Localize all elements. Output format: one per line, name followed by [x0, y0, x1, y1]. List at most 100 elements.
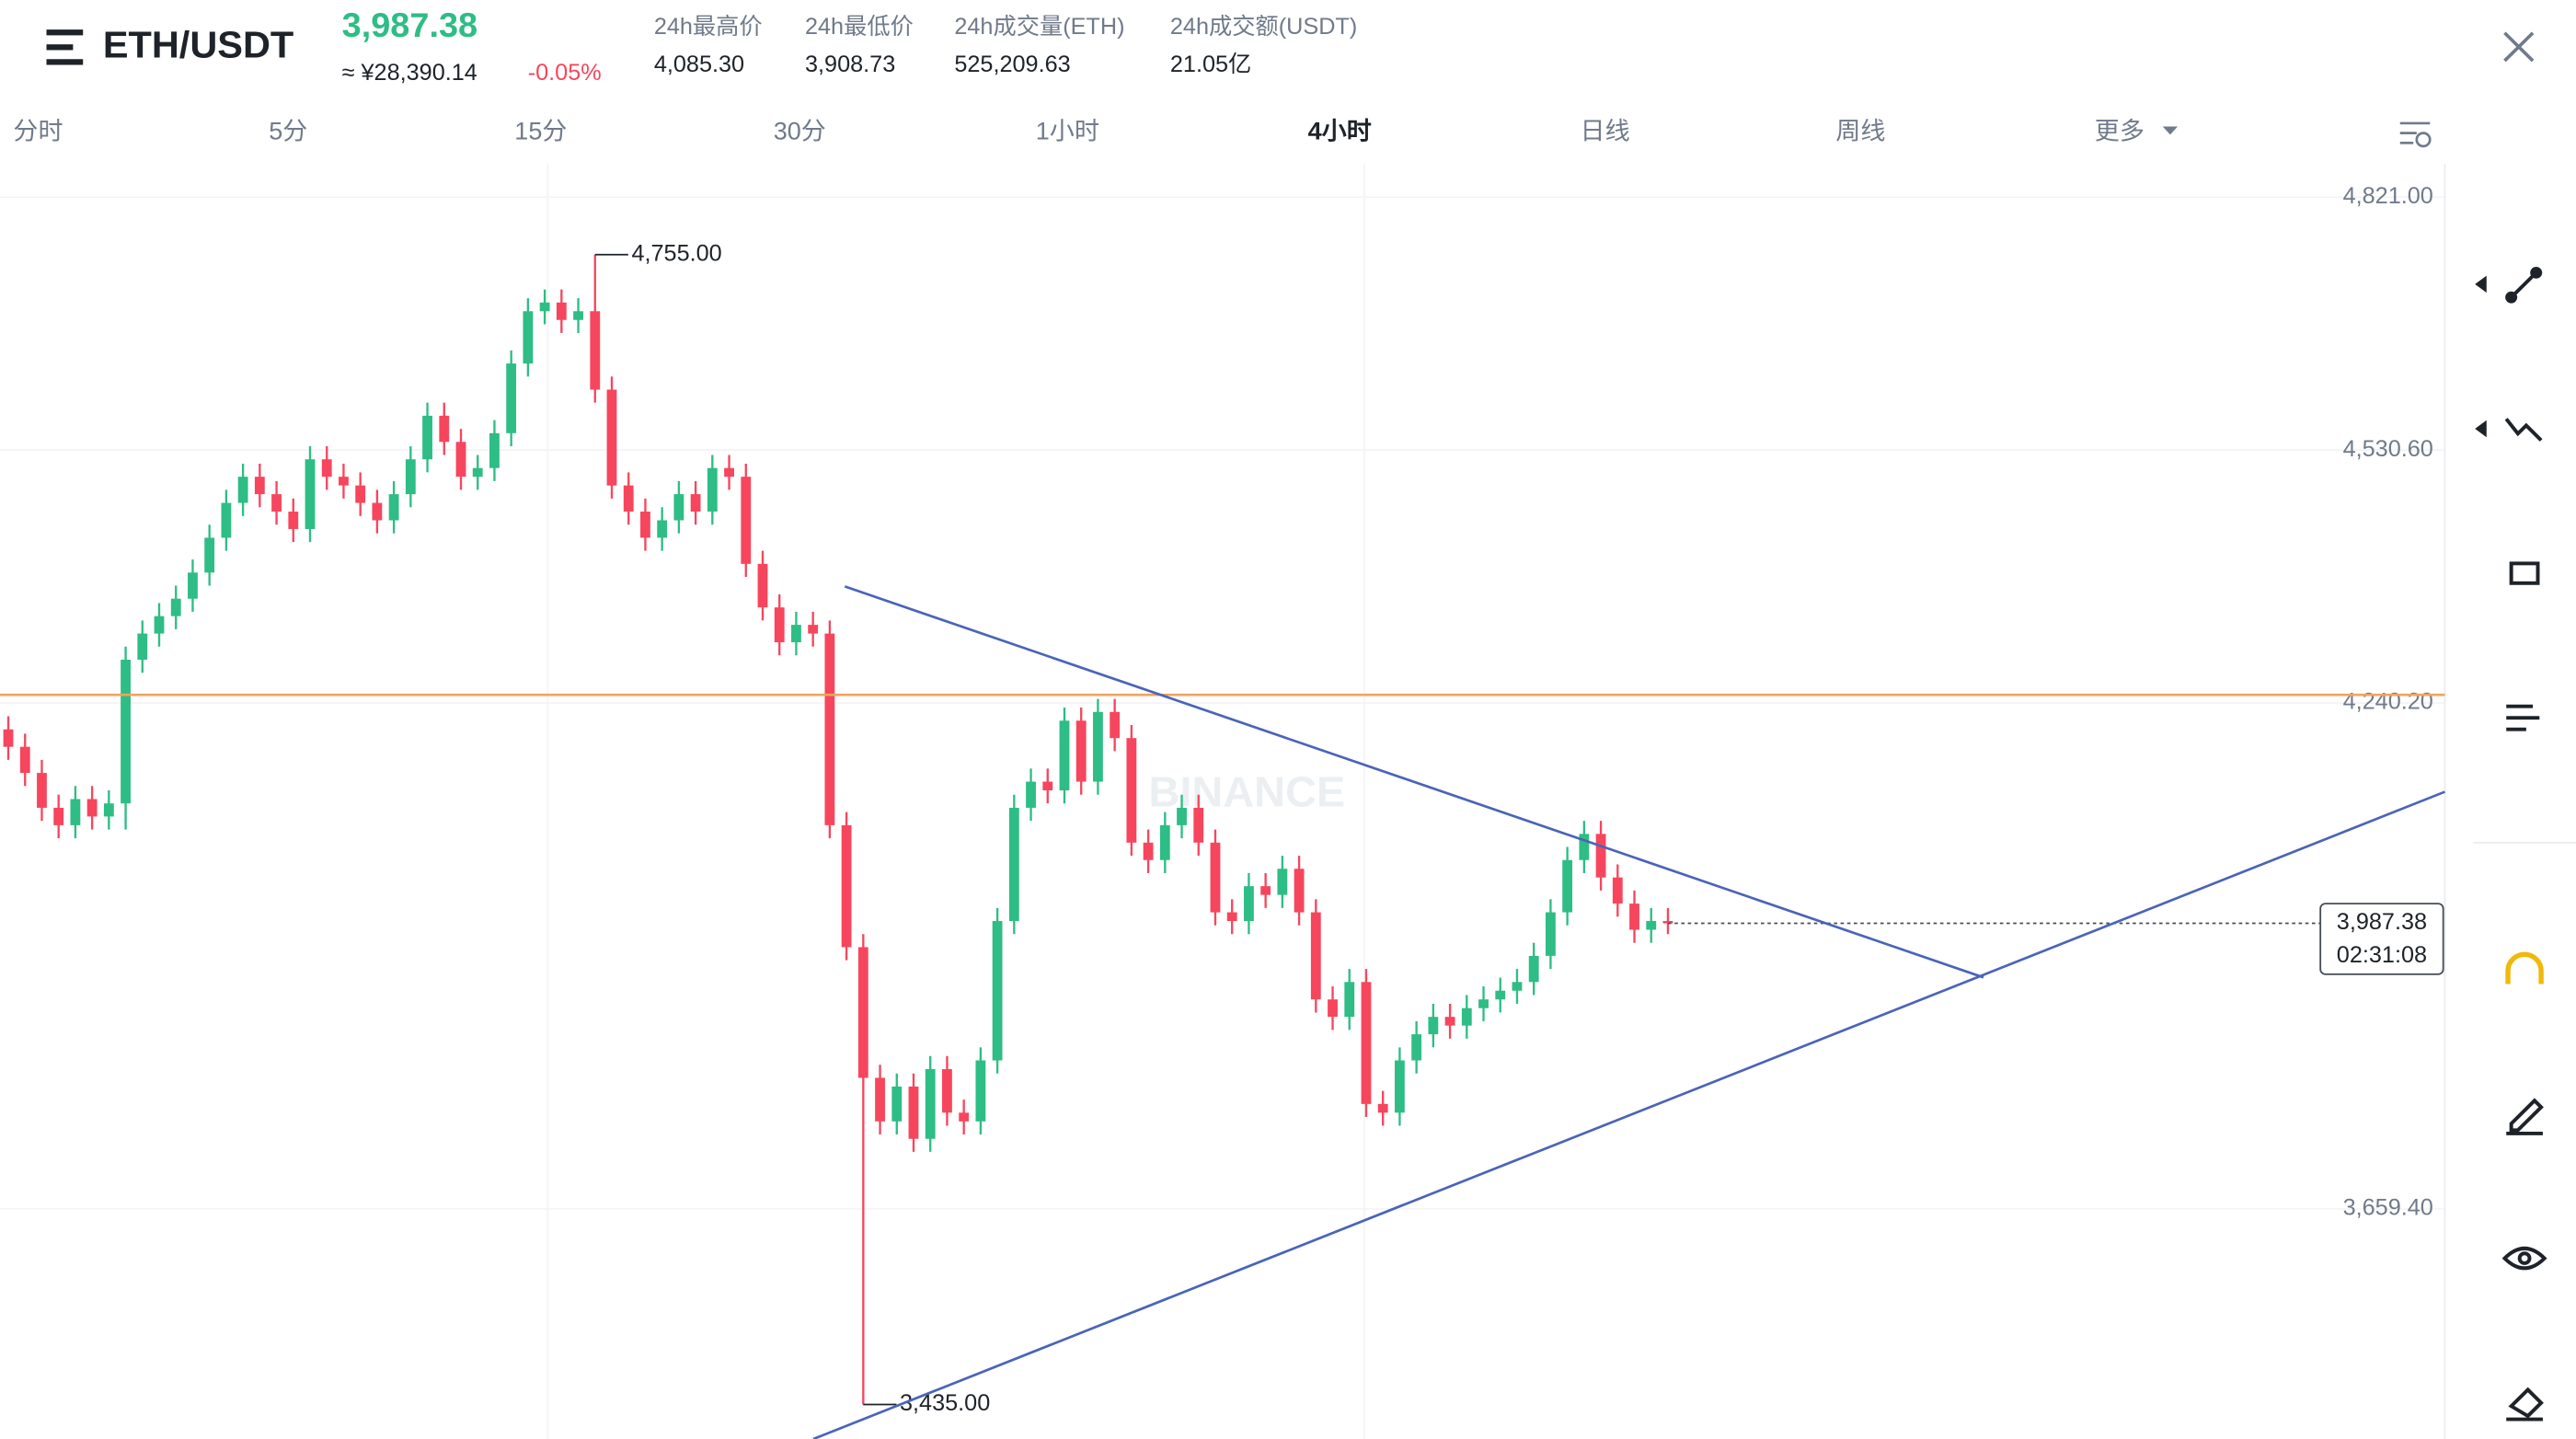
candle-body: [623, 485, 634, 512]
candle-body: [271, 494, 282, 512]
candle-body: [1411, 1034, 1422, 1061]
candle-body: [204, 537, 215, 573]
candle-body: [1595, 834, 1606, 878]
candle-body: [1026, 781, 1036, 808]
candle-body: [657, 520, 668, 538]
candle-body: [975, 1060, 986, 1122]
fib-tool[interactable]: [2475, 418, 2543, 442]
stat-label: 24h成交额(USDT): [1170, 14, 1357, 40]
candle-body: [757, 563, 768, 608]
candle-body: [875, 1077, 885, 1122]
candle-body: [1159, 824, 1170, 860]
candle-body: [355, 485, 366, 503]
candle-body: [808, 625, 819, 634]
candle-body: [673, 494, 684, 521]
candle-body: [992, 921, 1003, 1061]
last-price: 3,987.38: [342, 6, 477, 44]
trend-line: [844, 585, 1984, 979]
trendline-tool[interactable]: [2475, 266, 2543, 304]
candle-body: [1177, 807, 1187, 825]
candle-body: [741, 477, 752, 564]
plot: BINANCE4,821.004,530.604,240.203,659.404…: [0, 183, 2445, 1416]
toolbar: [2475, 266, 2547, 1422]
candle-body: [1059, 720, 1070, 791]
candle-body: [1226, 912, 1237, 922]
candle-body: [1662, 921, 1673, 924]
min-label: 3,435.00: [900, 1390, 990, 1416]
settings-icon[interactable]: [2399, 121, 2432, 148]
candle-body: [305, 459, 316, 529]
candle-body: [154, 616, 165, 634]
candle-body: [925, 1068, 936, 1139]
timeframe-tab[interactable]: 30分: [774, 118, 826, 145]
stat-label: 24h成交量(ETH): [954, 14, 1124, 40]
candle-body: [372, 502, 383, 521]
shape-tool[interactable]: [2509, 561, 2540, 585]
candle-body: [824, 633, 835, 825]
candle-body: [472, 467, 483, 478]
symbol[interactable]: ETH/USDT: [103, 24, 293, 66]
timeframe-tab[interactable]: 更多: [2095, 118, 2145, 145]
timeframe-tab[interactable]: 1小时: [1036, 118, 1099, 145]
candle-body: [556, 302, 567, 320]
cny-price: ≈ ¥28,390.14: [342, 60, 477, 86]
timeframe-tab[interactable]: 15分: [514, 118, 567, 145]
candle-body: [1377, 1103, 1388, 1113]
stat-value: 3,908.73: [805, 52, 895, 77]
candle-body: [121, 659, 131, 804]
candle-body: [841, 824, 852, 948]
stat-value: 4,085.30: [654, 52, 744, 77]
timeframe-tab[interactable]: 4小时: [1308, 118, 1372, 145]
candle-body: [455, 442, 466, 478]
candle-body: [1328, 999, 1338, 1018]
close-icon[interactable]: [2503, 31, 2535, 63]
candle-body: [388, 494, 399, 521]
candle-body: [1428, 1017, 1439, 1035]
stat-label: 24h最高价: [654, 14, 763, 40]
candle-body: [339, 477, 349, 486]
candle-body: [70, 799, 81, 825]
magnet-tool[interactable]: [2505, 951, 2544, 984]
candle-body: [1562, 859, 1573, 913]
candle-body: [1277, 869, 1288, 895]
candle-body: [1193, 807, 1204, 843]
candle-body: [1310, 912, 1321, 1000]
candle-body: [1210, 842, 1221, 913]
candle-body: [405, 459, 416, 495]
stat-value: 525,209.63: [954, 52, 1070, 77]
candle-body: [707, 467, 718, 512]
candle-body: [489, 432, 500, 468]
candle-body: [1629, 904, 1639, 930]
candle-body: [103, 803, 114, 817]
candle-body: [1361, 982, 1372, 1104]
candle-body: [1244, 886, 1254, 922]
menu-icon[interactable]: [46, 29, 84, 65]
candle-body: [1546, 912, 1556, 956]
y-tick-label: 4,821.00: [2343, 183, 2433, 209]
price-tag-value: 3,987.38: [2337, 909, 2427, 935]
candle-body: [1478, 999, 1489, 1008]
dropdown-arrow[interactable]: [2162, 126, 2179, 135]
candle-body: [1075, 720, 1087, 782]
candle-body: [1042, 781, 1053, 791]
candle-body: [288, 512, 299, 529]
timeframe-tab[interactable]: 5分: [269, 118, 307, 145]
pen-tool[interactable]: [2506, 1098, 2544, 1135]
timeframe-tab[interactable]: 日线: [1581, 118, 1630, 145]
candle-body: [19, 746, 30, 774]
candle-body: [539, 302, 550, 312]
timeframe-tab[interactable]: 分时: [13, 118, 63, 145]
eye-tool[interactable]: [2501, 1246, 2547, 1271]
timeframe-tab[interactable]: 周线: [1835, 118, 1885, 145]
candle-body: [1294, 869, 1305, 913]
max-label: 4,755.00: [631, 240, 721, 266]
eraser-tool[interactable]: [2506, 1387, 2544, 1422]
countdown: 02:31:08: [2337, 942, 2427, 968]
drawings: [0, 585, 2445, 1439]
candle-body: [1612, 877, 1623, 904]
candle-body: [221, 502, 232, 538]
text-tool[interactable]: [2506, 704, 2540, 731]
candle-body: [1579, 834, 1590, 860]
